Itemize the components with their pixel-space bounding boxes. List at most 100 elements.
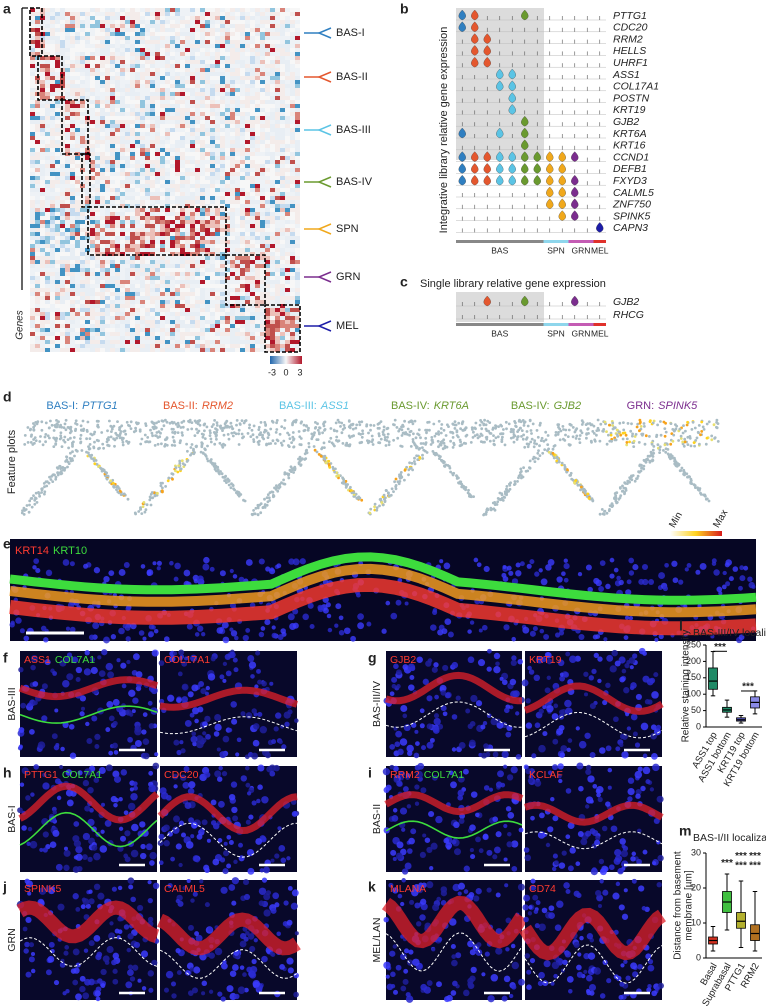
heatmap-cell [255,192,260,196]
heatmap-cell [245,48,250,52]
heatmap-cell [210,60,215,64]
heatmap-cell [170,176,175,180]
heatmap-cell [115,160,120,164]
heatmap-cell [130,68,135,72]
heatmap-cell [35,324,40,328]
heatmap-cell [145,148,150,152]
side-label: Feature plots [6,429,18,494]
heatmap-cell [190,184,195,188]
heatmap-cell [165,120,170,124]
heatmap-cell [65,336,70,340]
heatmap-cell [95,152,100,156]
heatmap-cell [190,264,195,268]
heatmap-cell [100,76,105,80]
heatmap-cell [35,252,40,256]
heatmap-cell [270,344,275,348]
heatmap-cell [35,272,40,276]
heatmap-cell [160,320,165,324]
heatmap-cell [110,128,115,132]
heatmap-cell [100,88,105,92]
heatmap-cell [165,24,170,28]
heatmap-cell [190,288,195,292]
heatmap-cell [55,172,60,176]
heatmap-cell [265,204,270,208]
heatmap-cell [165,260,170,264]
heatmap-cell [295,172,300,176]
heatmap-cell [125,244,130,248]
heatmap-cell [140,48,145,52]
heatmap-cell [55,344,60,348]
heatmap-cell [240,204,245,208]
heatmap-cell [160,164,165,168]
heatmap-cell [105,328,110,332]
heatmap-cell [50,324,55,328]
heatmap-cell [80,64,85,68]
heatmap-cell [200,88,205,92]
heatmap-cell [105,268,110,272]
heatmap-cell [220,104,225,108]
heatmap-cell [35,196,40,200]
heatmap-cell [170,68,175,72]
heatmap-cell [140,144,145,148]
heatmap-cell [245,264,250,268]
heatmap-cell [220,292,225,296]
heatmap-cell [295,252,300,256]
heatmap-cell [255,60,260,64]
gene-label: CCND1 [613,151,649,163]
heatmap-cell [205,332,210,336]
heatmap-cell [190,248,195,252]
heatmap-cell [110,292,115,296]
heatmap-cell [250,224,255,228]
heatmap-cell [270,196,275,200]
heatmap-cell [295,248,300,252]
heatmap-cell [115,184,120,188]
heatmap-cell [285,220,290,224]
heatmap-cell [245,36,250,40]
heatmap-cell [30,320,35,324]
heatmap-cell [175,64,180,68]
heatmap-cell [160,300,165,304]
heatmap-cell [240,48,245,52]
heatmap-cell [155,336,160,340]
heatmap-cell [125,340,130,344]
heatmap-cell [195,340,200,344]
heatmap-cell [170,164,175,168]
heatmap-cell [225,36,230,40]
heatmap-cell [155,348,160,352]
heatmap-cell [95,244,100,248]
heatmap-cell [295,164,300,168]
heatmap-cell [105,276,110,280]
heatmap-cell [30,84,35,88]
heatmap-cell [190,296,195,300]
heatmap-cell [140,24,145,28]
heatmap-cell [205,28,210,32]
heatmap-cell [90,140,95,144]
heatmap-cell [170,232,175,236]
heatmap-cell [290,224,295,228]
heatmap-cell [45,12,50,16]
heatmap-cell [190,320,195,324]
heatmap-cell [170,28,175,32]
heatmap-cell [265,100,270,104]
heatmap-cell [125,220,130,224]
heatmap-cell [295,124,300,128]
heatmap-cell [165,76,170,80]
heatmap-cell [150,184,155,188]
heatmap-cell [145,92,150,96]
heatmap-cell [145,64,150,68]
heatmap-cell [70,84,75,88]
heatmap-cell [135,228,140,232]
heatmap-cell [215,260,220,264]
heatmap-cell [180,76,185,80]
heatmap-cell [295,44,300,48]
heatmap-cell [90,216,95,220]
heatmap-cell [205,340,210,344]
heatmap-cell [235,180,240,184]
heatmap-cell [140,300,145,304]
heatmap-cell [45,340,50,344]
heatmap-cell [150,80,155,84]
heatmap-cell [155,112,160,116]
heatmap-cell [255,340,260,344]
heatmap-cell [290,20,295,24]
heatmap-cell [255,124,260,128]
